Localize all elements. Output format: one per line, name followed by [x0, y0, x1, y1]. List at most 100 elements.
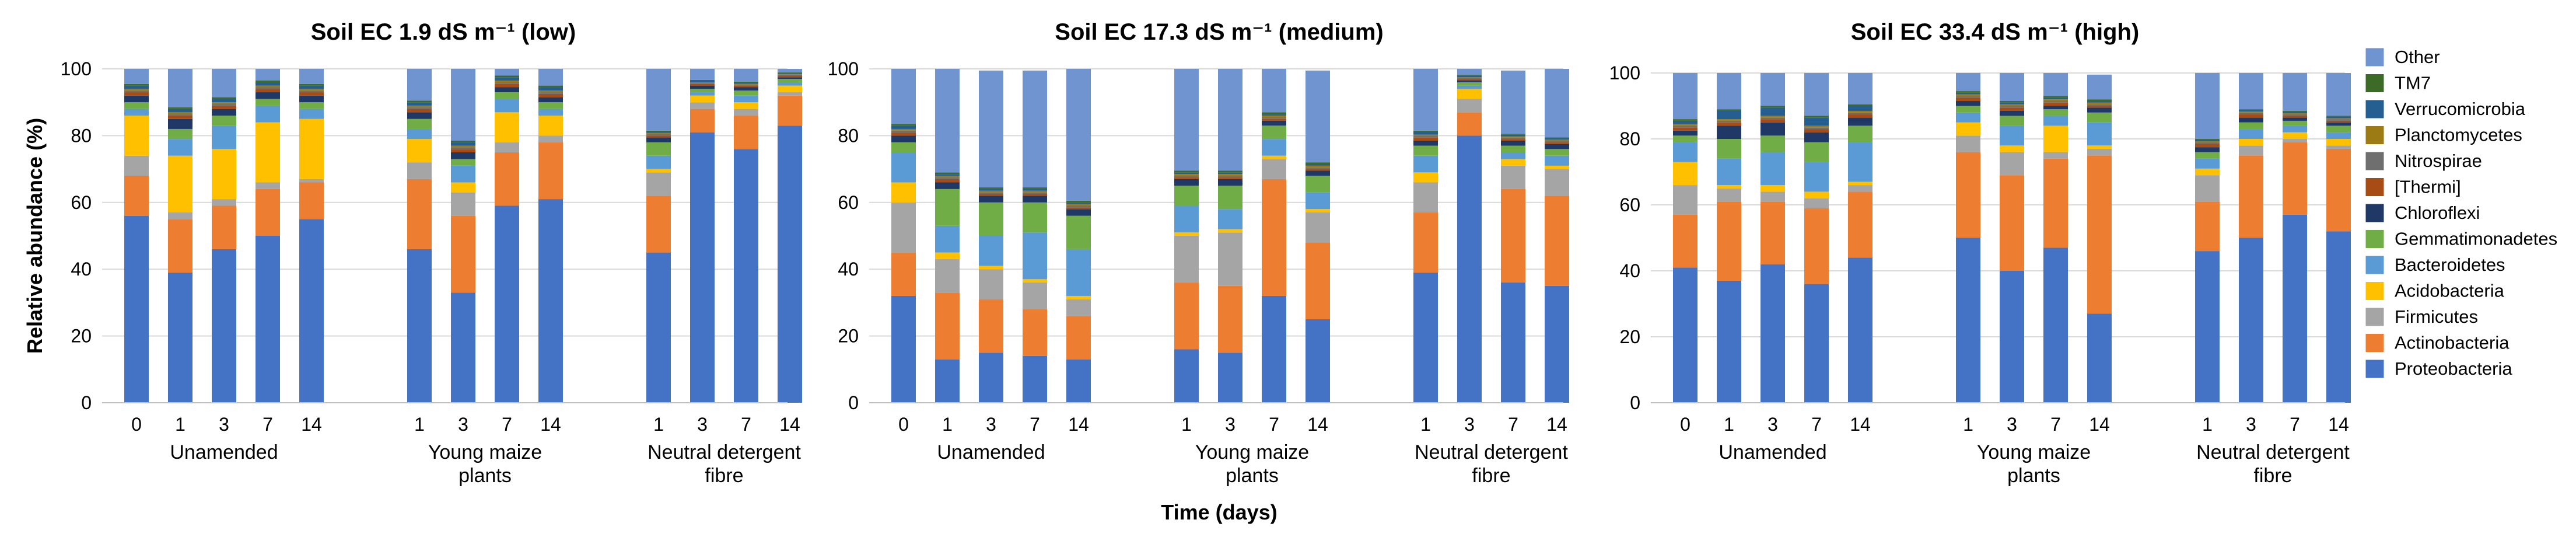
bar-segment [1066, 215, 1091, 249]
bar-segment [734, 95, 758, 103]
bar-segment [935, 292, 960, 360]
legend-label: Gemmatimonadetes [2395, 229, 2557, 249]
bar-segment [891, 125, 916, 129]
bar-segment [891, 124, 916, 126]
bar-segment [891, 135, 916, 142]
bar-segment [979, 196, 1003, 203]
bar-segment [2239, 129, 2263, 139]
bar-segment [1717, 119, 1741, 121]
bar-segment [935, 225, 960, 253]
bar-segment [646, 69, 671, 131]
bar-segment [538, 135, 563, 142]
bar-segment [2000, 175, 2024, 271]
bar-segment [168, 112, 192, 114]
bar-segment [1413, 137, 1438, 141]
bar-segment [778, 72, 802, 73]
bar-segment [1956, 106, 1980, 113]
bar-segment [690, 102, 715, 109]
bar-segment [1848, 125, 1873, 142]
bar-segment [2195, 152, 2220, 159]
bar-segment [646, 142, 671, 156]
bar-segment [1501, 145, 1525, 152]
bar-segment [734, 116, 758, 149]
y-tick-label: 60 [838, 192, 859, 213]
bar-segment [690, 83, 715, 86]
group-label: fibre [2253, 465, 2292, 487]
group-label: fibre [705, 465, 743, 487]
bar-segment [646, 155, 671, 169]
bar-segment [299, 69, 324, 84]
legend-label: Nitrospirae [2395, 151, 2482, 171]
bar-segment [2000, 104, 2024, 106]
bar-segment [256, 85, 280, 88]
bar-segment [1717, 122, 1741, 126]
legend-swatch [2365, 151, 2385, 171]
bar-segment [690, 81, 715, 82]
bar-segment [2000, 145, 2024, 152]
bar-segment [891, 202, 916, 253]
bar-segment [1804, 162, 1829, 192]
legend-swatch [2365, 74, 2385, 93]
bar-segment [124, 89, 149, 91]
bar-segment [1717, 125, 1741, 139]
bar-segment [891, 128, 916, 131]
x-tick-label: 7 [1269, 414, 1279, 435]
bar-segment [1501, 159, 1525, 166]
bar-segment [538, 142, 563, 200]
bar-segment [1457, 89, 1482, 99]
x-tick-label: 1 [942, 414, 953, 435]
legend-label: [Thermi] [2395, 177, 2461, 197]
bar-segment [1760, 117, 1785, 120]
legend-swatch [2365, 281, 2385, 301]
bar-segment [1804, 132, 1829, 142]
bar-segment [1457, 75, 1482, 78]
bar-segment [407, 107, 432, 109]
bar-segment [256, 87, 280, 89]
bar-segment [690, 132, 715, 403]
bar-segment [1673, 73, 1698, 120]
y-tick-label: 40 [71, 259, 92, 280]
group-label: Neutral detergent [2196, 441, 2350, 463]
bar-segment [1545, 140, 1569, 141]
bar-segment [891, 130, 916, 132]
bar-segment [979, 189, 1003, 191]
bar-segment [891, 132, 916, 136]
bar-segment [1673, 135, 1698, 142]
bar-segment [1066, 249, 1091, 296]
bar-segment [168, 272, 192, 403]
bar-segment [2087, 313, 2112, 403]
bar-segment [212, 109, 236, 116]
bar-segment [168, 107, 192, 109]
bar-segment [212, 105, 236, 109]
bar-segment [1804, 198, 1829, 208]
panel-title: Soil EC 1.9 dS m⁻¹ (low) [311, 19, 576, 45]
bar-segment [407, 109, 432, 113]
bar-segment [935, 359, 960, 403]
group-label: plants [1226, 465, 1279, 487]
bar-segment [212, 102, 236, 104]
bar-segment [2000, 102, 2024, 104]
bar-segment [1501, 137, 1525, 140]
bar-segment [1066, 204, 1091, 206]
bar-segment [451, 147, 475, 149]
bar-segment [2326, 120, 2351, 123]
bar-segment [1066, 299, 1091, 316]
bar-segment [2326, 73, 2351, 116]
bar-segment [891, 152, 916, 183]
bar-segment [935, 176, 960, 177]
bar-segment [1673, 130, 1698, 136]
bar-segment [2326, 145, 2351, 149]
bar-segment [1066, 207, 1091, 210]
bar-segment [1673, 185, 1698, 215]
bar-segment [1956, 135, 1980, 152]
bar-segment [979, 202, 1003, 236]
bar-segment [1501, 134, 1525, 135]
bar-segment [1760, 106, 1785, 108]
bar-segment [451, 182, 475, 193]
bar-segment [2087, 145, 2112, 149]
bar-segment [734, 83, 758, 85]
y-tick-label: 0 [81, 392, 92, 413]
bar-segment [1673, 119, 1698, 121]
bar-segment [690, 83, 715, 84]
bar-segment [538, 87, 563, 91]
